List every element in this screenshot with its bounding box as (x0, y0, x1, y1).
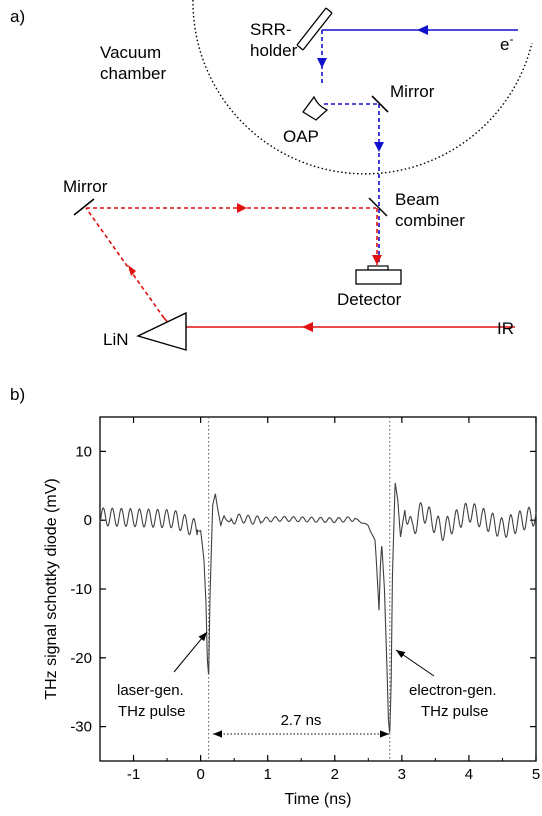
x-tick-label: 5 (532, 766, 540, 783)
y-tick-label: -30 (70, 719, 92, 736)
left-annotation-arrow (173, 631, 208, 673)
left-annotation-line1: laser-gen. (117, 682, 184, 699)
panel-a-label: a) (10, 7, 25, 26)
x-axis-title: Time (ns) (285, 791, 352, 808)
signal-trace (99, 482, 537, 733)
vacuum-chamber-label-line2: chamber (100, 64, 166, 83)
beam-combiner-icon (368, 197, 388, 217)
gap-label: 2.7 ns (281, 712, 322, 729)
panel-a: a) Vacuum chamber SRR- holder e- (10, 0, 533, 351)
srr-holder-label-line1: SRR- (250, 20, 292, 39)
x-tick-label: 4 (465, 766, 473, 783)
oap-icon (302, 95, 329, 121)
lin-label: LiN (103, 330, 129, 349)
mirror-left-icon (73, 198, 95, 216)
beam-combiner-label-line2: combiner (395, 211, 465, 230)
ir-label: IR (497, 319, 514, 338)
vacuum-chamber-label-line1: Vacuum (100, 43, 161, 62)
electron-label: e- (500, 32, 513, 54)
x-tick-label: 3 (398, 766, 406, 783)
y-tick-label: -10 (70, 581, 92, 598)
srr-holder-label-line2: holder (250, 41, 298, 60)
right-annotation-line2: THz pulse (421, 703, 489, 720)
mirror-top-label: Mirror (390, 82, 435, 101)
thz-beam-path (317, 30, 384, 265)
srr-holder-icon (296, 7, 333, 51)
left-annotation-line2: THz pulse (118, 703, 186, 720)
electron-beam (322, 25, 518, 35)
y-tick-label: 0 (84, 512, 92, 529)
detector-icon (355, 265, 402, 285)
laser-beam (85, 203, 515, 332)
y-tick-label: 10 (75, 443, 92, 460)
vacuum-chamber-arc (192, 0, 533, 175)
oap-label: OAP (283, 127, 319, 146)
mirror-left-label: Mirror (63, 177, 108, 196)
y-tick-label: -20 (70, 650, 92, 667)
x-tick-label: 1 (264, 766, 272, 783)
panel-b: b) -1 0 1 2 3 4 5 100-10-20-30 Time (ns) THz s… (10, 385, 540, 808)
x-tick-label: 0 (196, 766, 204, 783)
panel-b-label: b) (10, 385, 25, 404)
y-axis: 10 0 -10 -20 -30 (70, 443, 536, 736)
lin-crystal-icon (136, 311, 187, 351)
mirror-top-icon (371, 95, 389, 113)
right-annotation-line1: electron-gen. (409, 682, 497, 699)
beam-combiner-label-line1: Beam (395, 190, 439, 209)
x-tick-label: 2 (331, 766, 339, 783)
detector-label: Detector (337, 290, 402, 309)
x-axis: -1 0 1 2 3 4 5 (127, 417, 540, 783)
x-tick-label: -1 (127, 766, 140, 783)
pulse-marker-lines (208, 417, 391, 761)
y-axis-title: THz signal schottky diode (mV) (43, 478, 60, 699)
right-annotation-arrow (395, 649, 435, 677)
